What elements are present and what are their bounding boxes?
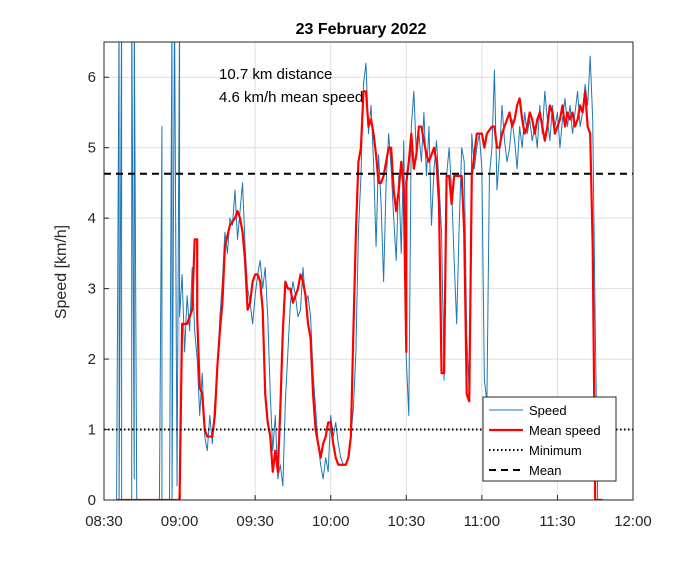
y-tick-label-1: 1 bbox=[88, 422, 96, 439]
legend-label-2: Minimum bbox=[529, 443, 582, 458]
y-tick-label-5: 5 bbox=[88, 140, 96, 157]
y-tick-label-0: 0 bbox=[88, 492, 96, 509]
y-tick-label-2: 2 bbox=[88, 351, 96, 368]
x-tick-label-6: 11:30 bbox=[539, 513, 575, 530]
legend-label-0: Speed bbox=[529, 403, 567, 418]
x-tick-label-4: 10:30 bbox=[388, 513, 426, 530]
x-tick-label-7: 12:00 bbox=[614, 513, 652, 530]
legend-box bbox=[482, 396, 617, 482]
legend-label-1: Mean speed bbox=[529, 423, 601, 438]
speed-series-line bbox=[116, 42, 599, 500]
x-tick-label-2: 09:30 bbox=[236, 513, 274, 530]
legend-label-3: Mean bbox=[529, 463, 562, 478]
axes-box bbox=[103, 41, 634, 501]
tick-labels: 08:30 09:00 09:30 10:00 10:30 11:00 11:30 12:00… bbox=[85, 69, 652, 530]
x-tick-label-0: 08:30 bbox=[85, 513, 123, 530]
x-tick-label-1: 09:00 bbox=[161, 513, 199, 530]
plot-area bbox=[116, 42, 603, 500]
x-tick-label-5: 11:00 bbox=[464, 513, 500, 530]
mean-speed-series-line bbox=[116, 90, 603, 500]
axes-frame bbox=[103, 41, 634, 501]
y-tick-label-4: 4 bbox=[88, 210, 96, 227]
chart-title: 23 February 2022 bbox=[296, 21, 427, 38]
y-tick-label-6: 6 bbox=[88, 69, 96, 86]
mean-speed-annotation: 4.6 km/h mean speed bbox=[219, 89, 363, 106]
y-tick-label-3: 3 bbox=[88, 281, 96, 298]
legend: Speed Mean speed Minimum Mean bbox=[482, 396, 617, 482]
x-tick-label-3: 10:00 bbox=[312, 513, 350, 530]
legend-entries: Speed Mean speed Minimum Mean bbox=[489, 403, 601, 478]
distance-annotation: 10.7 km distance bbox=[219, 66, 332, 83]
y-axis-label: Speed [km/h] bbox=[53, 225, 70, 319]
